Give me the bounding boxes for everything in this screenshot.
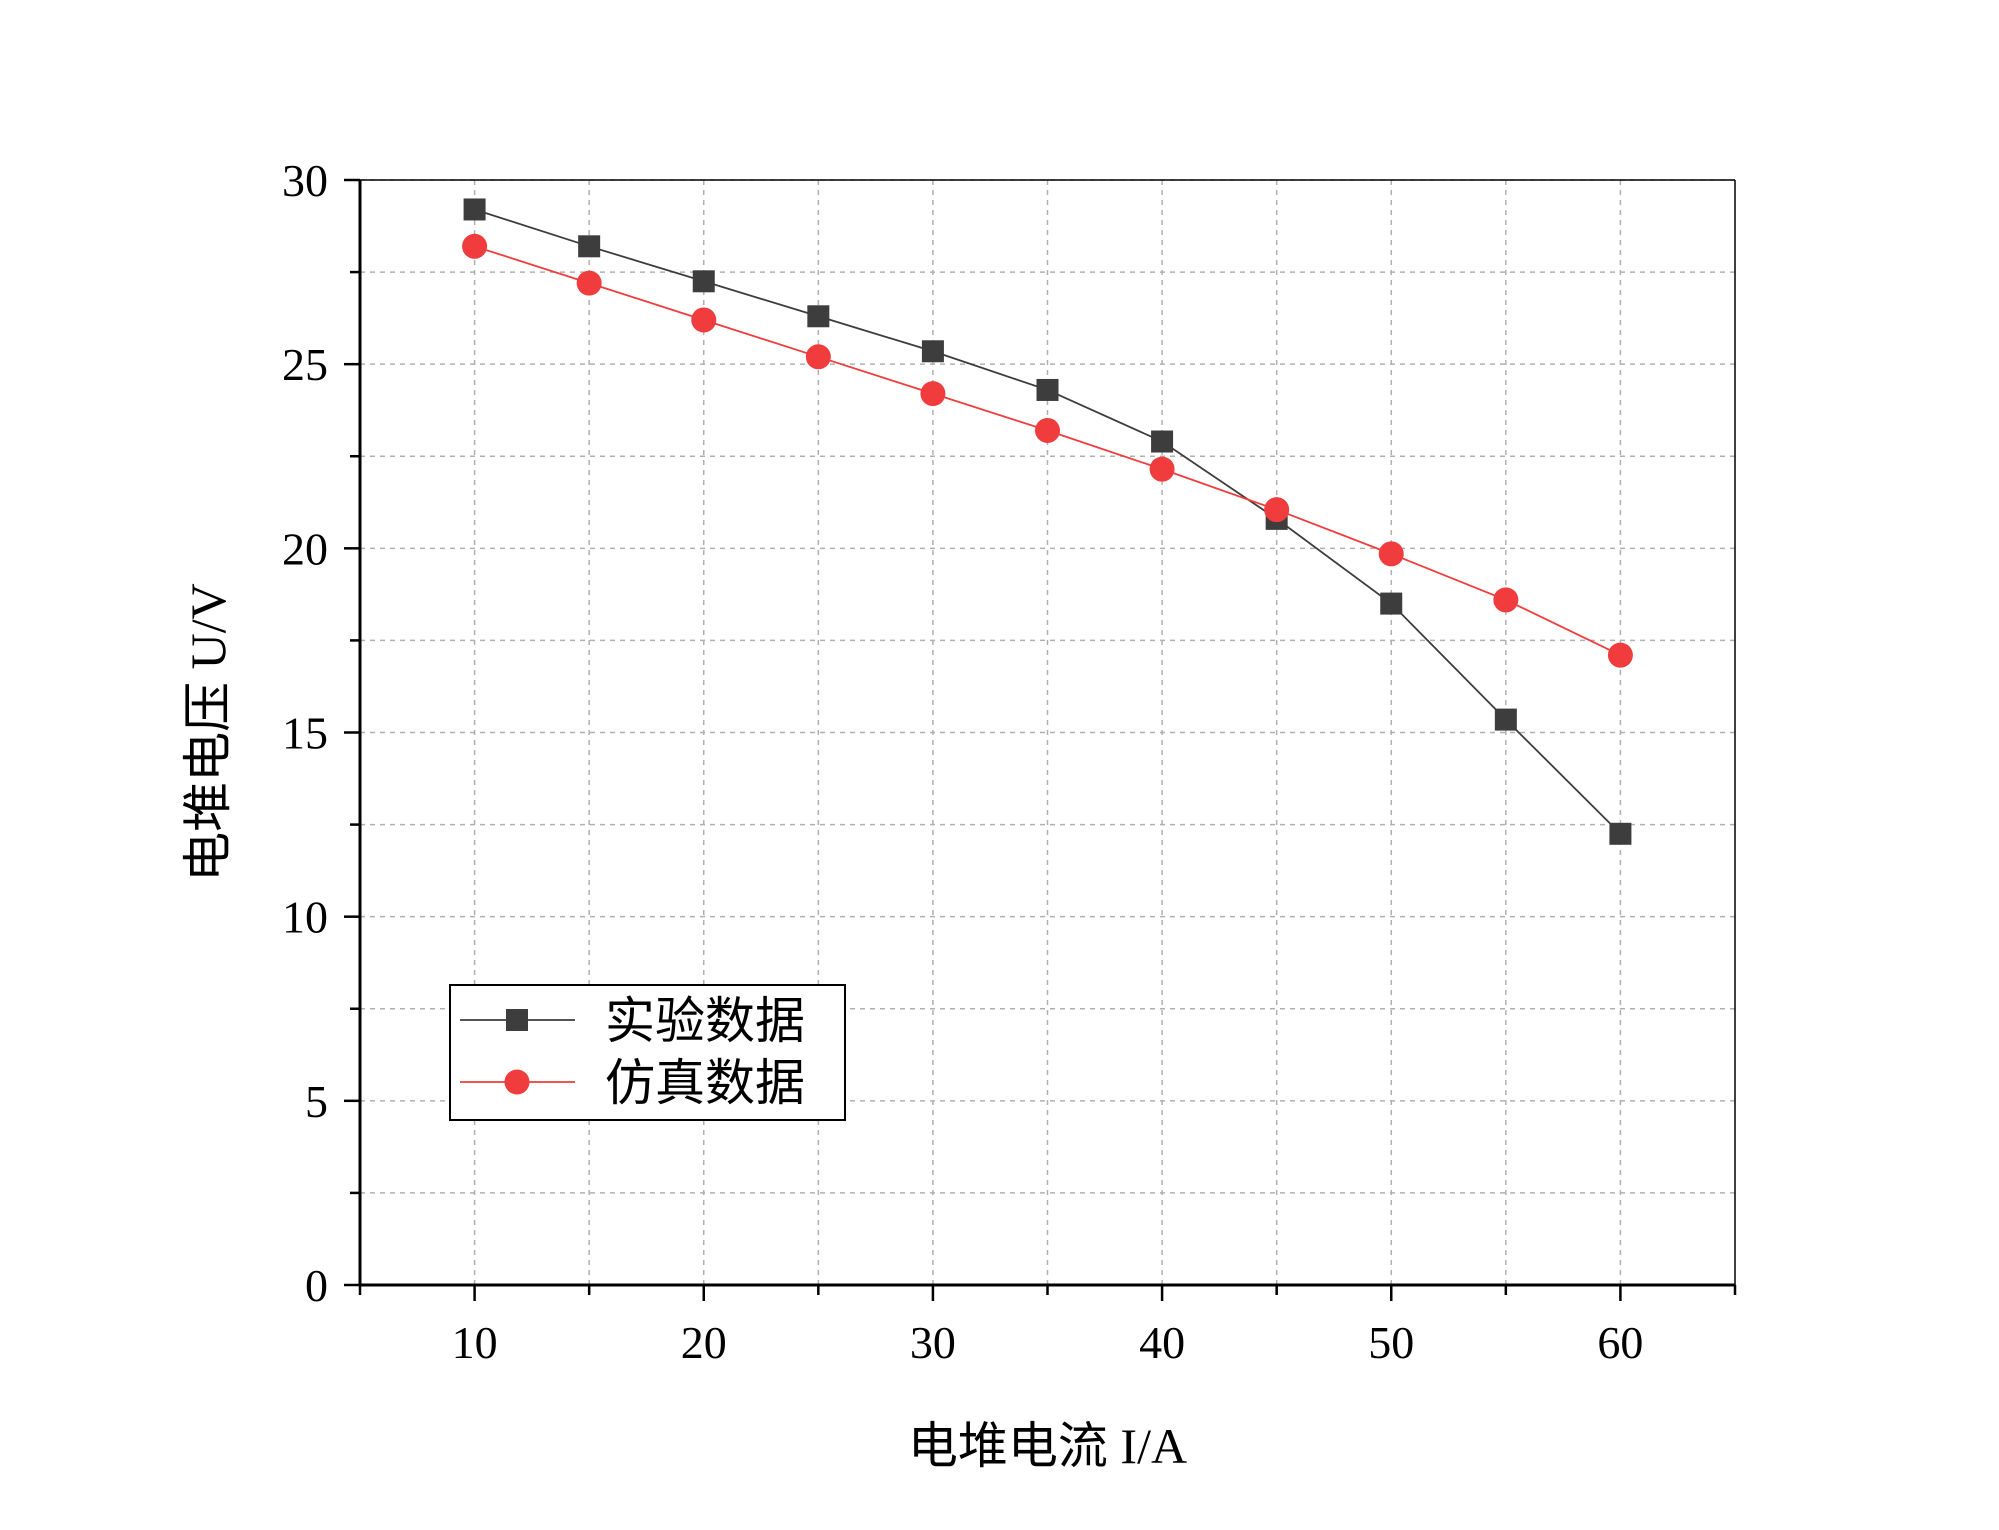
data-point-circle	[1264, 497, 1290, 523]
y-tick-label: 20	[282, 523, 328, 574]
data-point-circle	[1149, 456, 1175, 482]
data-point-square	[921, 340, 944, 363]
x-tick-label: 10	[452, 1317, 498, 1368]
legend-entry-simulation: 仿真数据	[460, 1055, 805, 1111]
data-point-square	[1609, 822, 1632, 845]
grid-lines	[360, 179, 1735, 1285]
axes	[344, 178, 1737, 1301]
x-tick-label: 50	[1368, 1317, 1414, 1368]
legend-marker-square	[506, 1009, 528, 1031]
series-markers	[462, 198, 1633, 845]
data-point-square	[807, 305, 830, 328]
data-point-circle	[1378, 541, 1404, 567]
legend-label-simulation: 仿真数据	[605, 1055, 805, 1111]
data-point-square	[1036, 378, 1059, 401]
data-point-circle	[1493, 587, 1519, 613]
y-tick-label: 0	[305, 1260, 328, 1311]
data-point-square	[692, 270, 715, 293]
x-tick-label: 20	[681, 1317, 727, 1368]
x-tick-label: 40	[1139, 1317, 1185, 1368]
y-axis-title: 电堆电压 U/V	[180, 583, 236, 882]
legend-label-experimental: 实验数据	[605, 993, 805, 1049]
y-tick-label: 25	[282, 339, 328, 390]
x-tick-label: 30	[910, 1317, 956, 1368]
data-point-circle	[462, 233, 488, 259]
legend-marker-circle	[504, 1069, 530, 1095]
y-tick-label: 30	[282, 155, 328, 206]
data-point-circle	[1607, 642, 1633, 668]
y-tick-label: 10	[282, 892, 328, 943]
legend-box	[449, 984, 846, 1121]
data-point-square	[1380, 592, 1403, 615]
data-point-circle	[805, 344, 831, 370]
y-tick-label: 15	[282, 708, 328, 759]
data-point-circle	[1035, 417, 1060, 443]
data-point-square	[578, 235, 601, 258]
data-point-square	[463, 198, 486, 221]
data-point-circle	[920, 381, 946, 407]
x-tick-label: 60	[1597, 1317, 1643, 1368]
legend-entry-experimental: 实验数据	[460, 993, 805, 1049]
data-point-square	[1151, 430, 1174, 453]
data-point-circle	[691, 307, 717, 333]
data-point-square	[1494, 708, 1517, 731]
x-axis-title: 电堆电流 I/A	[908, 1418, 1187, 1474]
data-point-circle	[576, 270, 602, 296]
tick-labels: 10 20 30 40 50 60 0 5 10 15 20 25 30	[282, 155, 1643, 1368]
legend: 实验数据 仿真数据	[449, 984, 846, 1121]
y-tick-label: 5	[305, 1076, 328, 1127]
